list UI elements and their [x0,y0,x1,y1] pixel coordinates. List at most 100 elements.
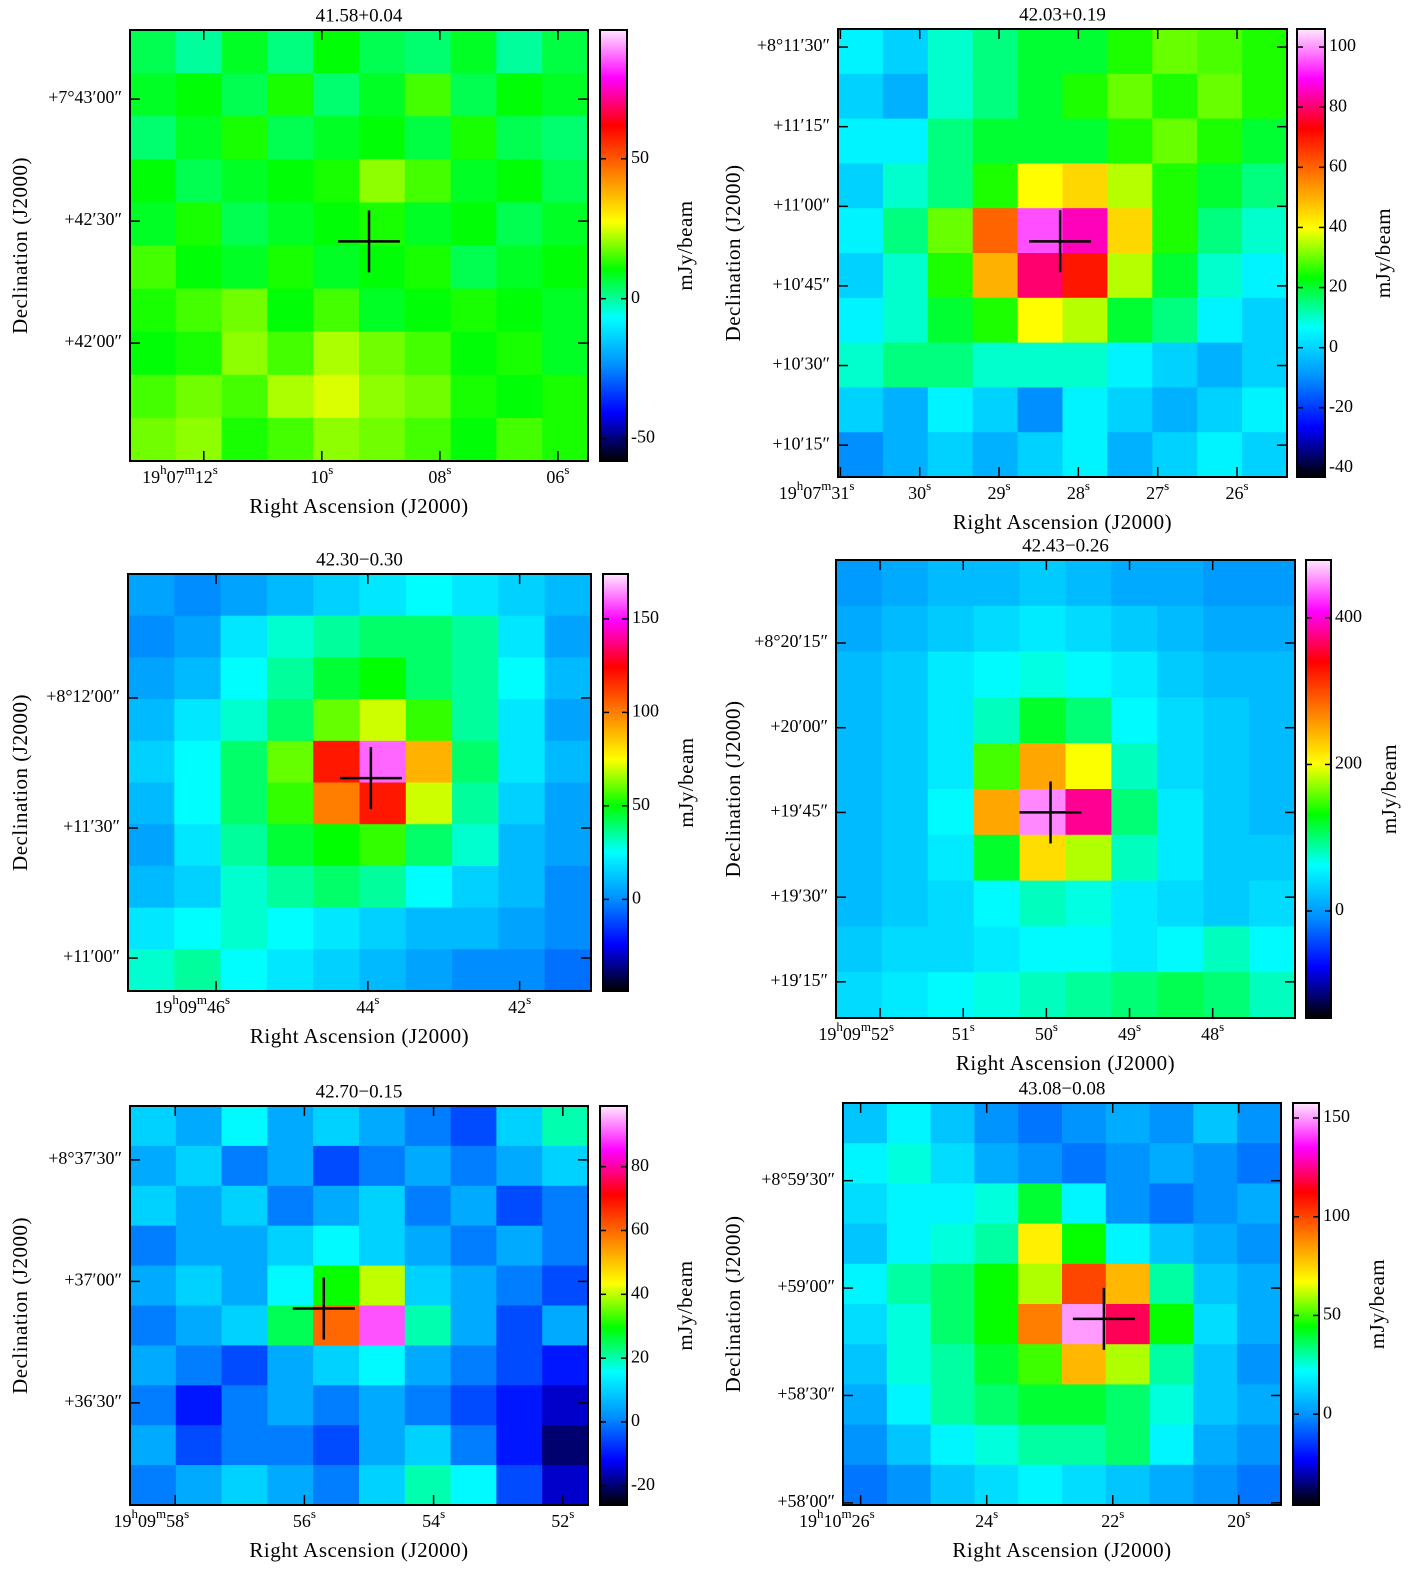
x-tick-label: 52s [551,1506,574,1531]
colorbar-tick-label: 60 [1329,155,1347,175]
pixel [1105,1143,1151,1184]
pixel [404,1185,452,1227]
y-tick-label: +58′00″ [777,1491,835,1511]
pixel [359,1225,406,1267]
pixel [1203,880,1250,927]
pixel [174,699,222,742]
pixel [1017,297,1064,344]
pixel [881,697,929,744]
pixel [1193,1103,1238,1144]
pixel [1152,253,1198,299]
pixel [544,865,592,909]
pixel [267,417,314,462]
pixel [221,1385,268,1426]
pixel [1062,208,1108,254]
pixel [220,699,268,742]
pixel [313,782,361,825]
pixel [498,657,546,700]
pixel [175,1385,223,1426]
pixel [359,245,406,290]
pixel [266,907,314,950]
pixel [544,782,592,825]
pixel [838,253,884,299]
pixel [927,972,975,1019]
pixel [1065,880,1112,927]
pixel [1018,1223,1063,1265]
pixel [174,865,222,909]
y-tick-label: +19′15″ [770,970,828,990]
colorbar-tick-label: -20 [631,1474,655,1494]
pixel [886,1304,932,1345]
pixel [359,1345,406,1386]
pixel [1152,29,1198,75]
colorbar-tick-label: 100 [632,701,659,721]
pixel [1157,651,1204,698]
plot-frame [842,1102,1282,1506]
pixel [266,782,314,825]
pixel [1107,163,1153,209]
pixel [1157,789,1204,836]
pixel [542,1385,589,1426]
pixel [930,1183,975,1225]
pixel [266,615,314,658]
pixel [175,1345,223,1386]
pixel [544,740,592,784]
pixel [930,1263,975,1305]
pixel [544,907,592,950]
pixel [838,163,884,209]
pixel [1203,605,1250,653]
pixel [174,615,222,658]
pixel [266,865,314,909]
pixel [313,159,360,203]
pixel [973,880,1021,927]
pixel [221,116,268,160]
pixel [313,1225,360,1267]
pixel [404,288,452,333]
pixel [881,834,929,882]
pixel [404,331,452,376]
panel-title: 42.43−0.26 [1022,535,1109,556]
pixel [886,1183,932,1225]
colorbar-tick-label: 100 [1329,35,1356,55]
pixel [266,699,314,742]
pixel [542,1185,589,1227]
pixel [927,880,975,927]
y-tick-label: +8°20′15″ [754,631,828,651]
colorbar-label: mJy/beam [1371,208,1395,298]
pixel [220,949,268,992]
pixel [881,926,929,973]
pixel [496,1106,543,1147]
pixel [1107,208,1153,254]
pixel [1111,789,1158,836]
pixel [266,824,314,867]
colorbar-tick-label: 0 [632,887,641,907]
pixel [496,1465,543,1506]
y-tick-label: +20′00″ [770,716,828,736]
pixel [496,245,543,290]
pixel [452,824,499,867]
pixel [266,949,314,992]
pixel [128,824,175,867]
pixel [267,1425,314,1466]
pixel [1242,118,1288,164]
pixel [930,1103,975,1144]
pixel [313,1385,360,1426]
pixel [1065,926,1112,973]
x-tick-label: 10s [310,462,333,487]
pixel [972,29,1019,75]
pixel [128,699,175,742]
pixel [882,342,929,388]
pixel [128,574,175,617]
pixel [930,1344,975,1385]
pixel [843,1103,888,1144]
pixel [881,605,929,653]
pixel [542,374,589,419]
pixel [130,1106,177,1147]
pixel [1152,432,1198,478]
pixel [1062,1183,1107,1225]
x-axis-label: Right Ascension (J2000) [250,1024,469,1048]
y-tick-label: +19′45″ [770,801,828,821]
pixel [498,699,546,742]
pixel [882,297,929,344]
pixel [1105,1344,1151,1385]
